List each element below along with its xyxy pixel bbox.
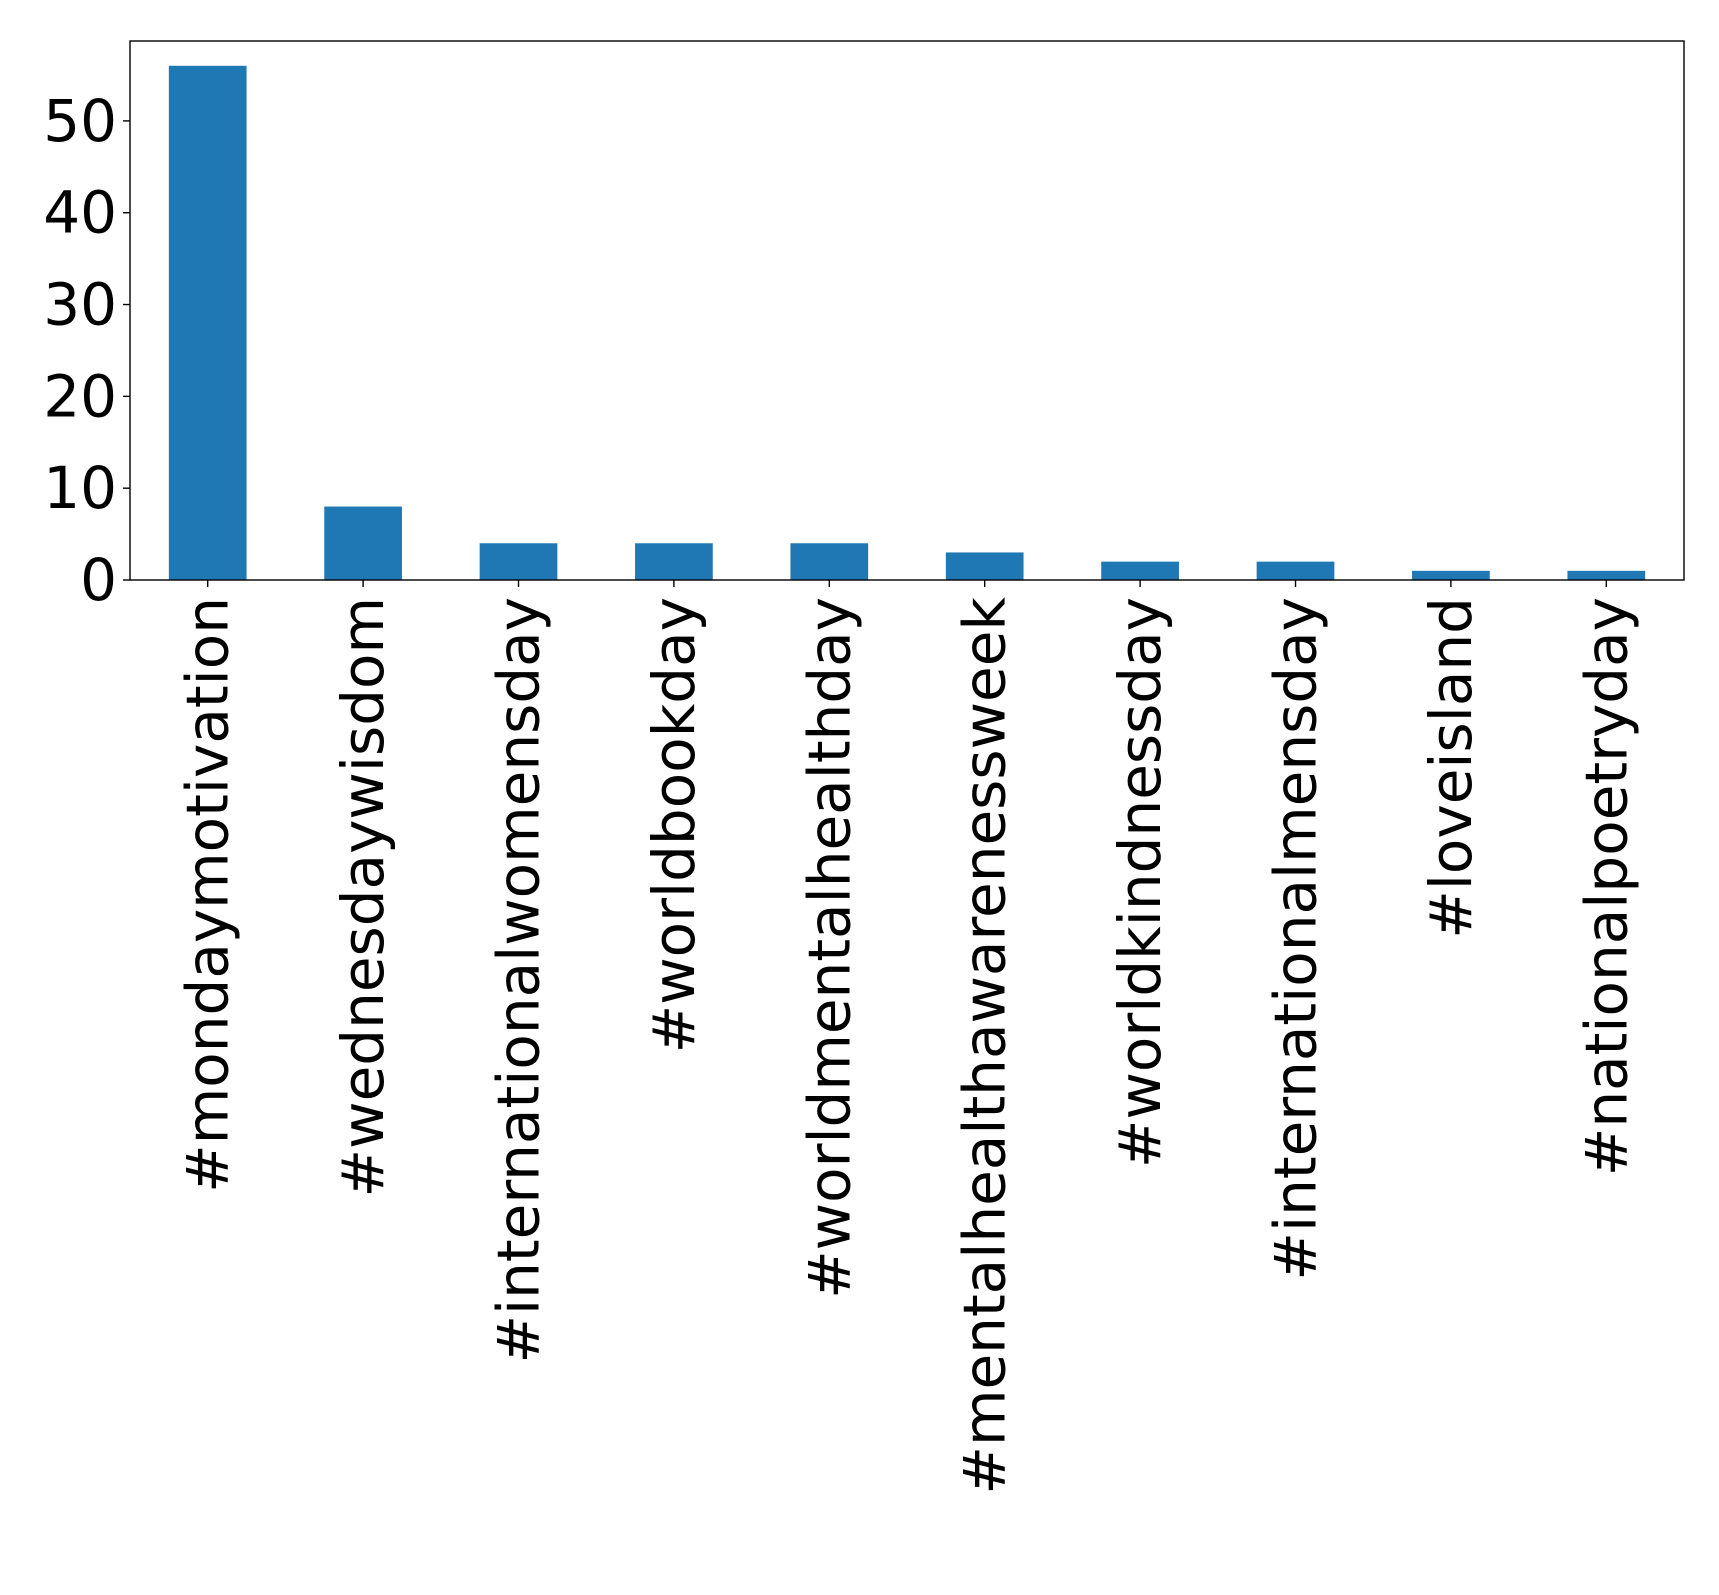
x-tick-label: #nationalpoetryday — [1572, 597, 1640, 1176]
bar — [635, 543, 713, 580]
bar — [324, 506, 402, 580]
x-tick-label: #mondaymotivation — [174, 597, 242, 1193]
bar — [479, 543, 558, 580]
y-tick-label: 10 — [43, 454, 117, 522]
bar — [945, 552, 1024, 580]
x-tick-label: #mentalhealthawarenessweek — [951, 597, 1019, 1495]
y-tick-label: 40 — [43, 179, 117, 247]
bar — [1412, 570, 1490, 580]
bars-group — [168, 65, 1646, 580]
bar — [1256, 561, 1335, 580]
bar — [168, 65, 247, 580]
x-tick-label: #wednesdaywisdom — [329, 597, 397, 1197]
x-tick-label: #worldmentalhealthday — [795, 597, 863, 1299]
x-axis: #mondaymotivation #wednesdaywisdom #intern… — [174, 580, 1640, 1495]
bar — [790, 543, 869, 580]
y-tick-label: 50 — [43, 87, 117, 155]
y-tick-label: 20 — [43, 362, 117, 430]
bar — [1101, 561, 1179, 580]
bar — [1567, 570, 1646, 580]
y-axis: 0 10 20 30 40 50 — [43, 87, 130, 614]
x-tick-label: #internationalwomensday — [485, 597, 553, 1364]
x-tick-label: #worldbookday — [640, 597, 708, 1053]
x-tick-label: #loveisland — [1417, 597, 1485, 939]
plot-area-frame — [129, 40, 1685, 581]
y-tick-label: 30 — [43, 271, 117, 339]
x-tick-label: #worldkindnessday — [1106, 597, 1174, 1168]
y-tick-label: 0 — [80, 546, 117, 614]
x-tick-label: #internationalmensday — [1262, 597, 1330, 1281]
